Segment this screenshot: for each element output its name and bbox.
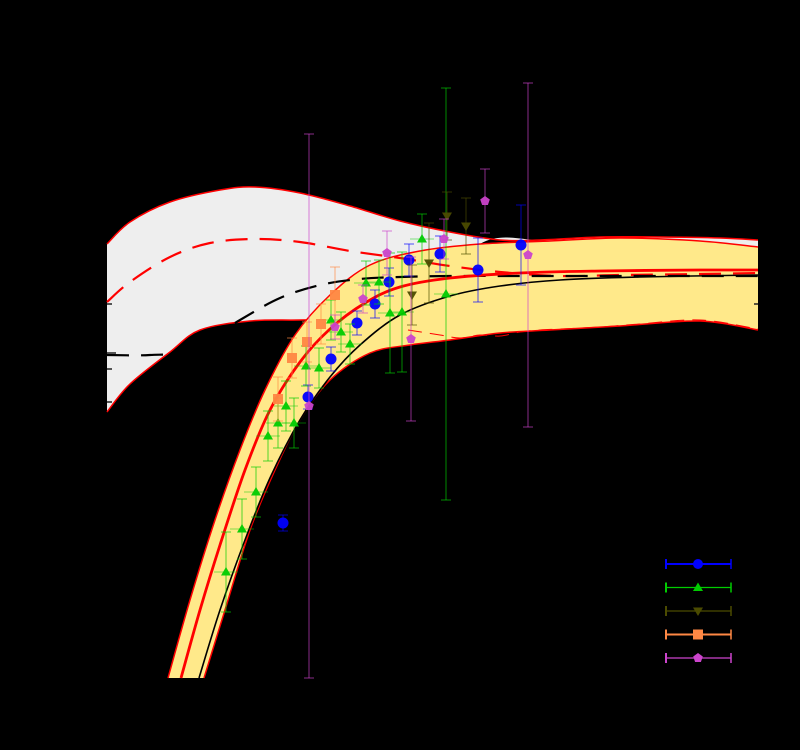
data-point [214,531,238,613]
data-point [382,230,392,276]
data-point [390,251,414,373]
legend [665,559,732,663]
red-solid-center [179,268,759,679]
data-point [302,321,312,363]
data-point [472,237,484,303]
data-point [424,222,434,304]
axis-ticks [107,303,758,403]
data-point [351,310,363,336]
data-point [273,376,283,422]
yellow-band-upper-edge [167,237,759,679]
data-point [515,204,527,286]
data-point [330,314,340,340]
data-point [461,197,471,255]
black-solid-center [198,274,759,679]
series-square [273,266,340,422]
data-point [316,303,326,345]
series-triangle-up [214,87,458,613]
data-point [480,168,490,234]
data-point [378,252,402,374]
data-point [367,259,391,305]
data-point [277,514,289,532]
red-dashed-upper [106,237,759,303]
model-curves [106,237,759,679]
data-point [307,347,331,389]
data-point [523,82,533,428]
data-point [406,256,416,422]
legend-entry [665,629,732,640]
data-point [244,466,268,518]
gray-band-upper-edge [106,186,759,245]
data-series [214,82,533,679]
data-point [407,264,417,326]
data-point [256,410,280,462]
black-dashed [106,274,758,357]
data-point [287,337,297,379]
data-point [338,323,362,365]
legend-entry [665,606,732,616]
data-point [439,218,449,260]
red-thin-wiggly [407,319,759,339]
data-point [383,267,395,297]
data-point [434,87,458,501]
data-point [304,133,314,679]
data-point [329,311,353,353]
data-point [325,346,337,372]
legend-entry [665,582,732,593]
data-point [358,284,368,314]
series-triangle-down [407,191,471,326]
data-point [410,213,434,265]
series-pentagon [304,82,533,679]
data-point [230,498,254,560]
legend-entry [665,653,732,663]
data-point [282,397,306,449]
legend-entry [665,559,732,569]
